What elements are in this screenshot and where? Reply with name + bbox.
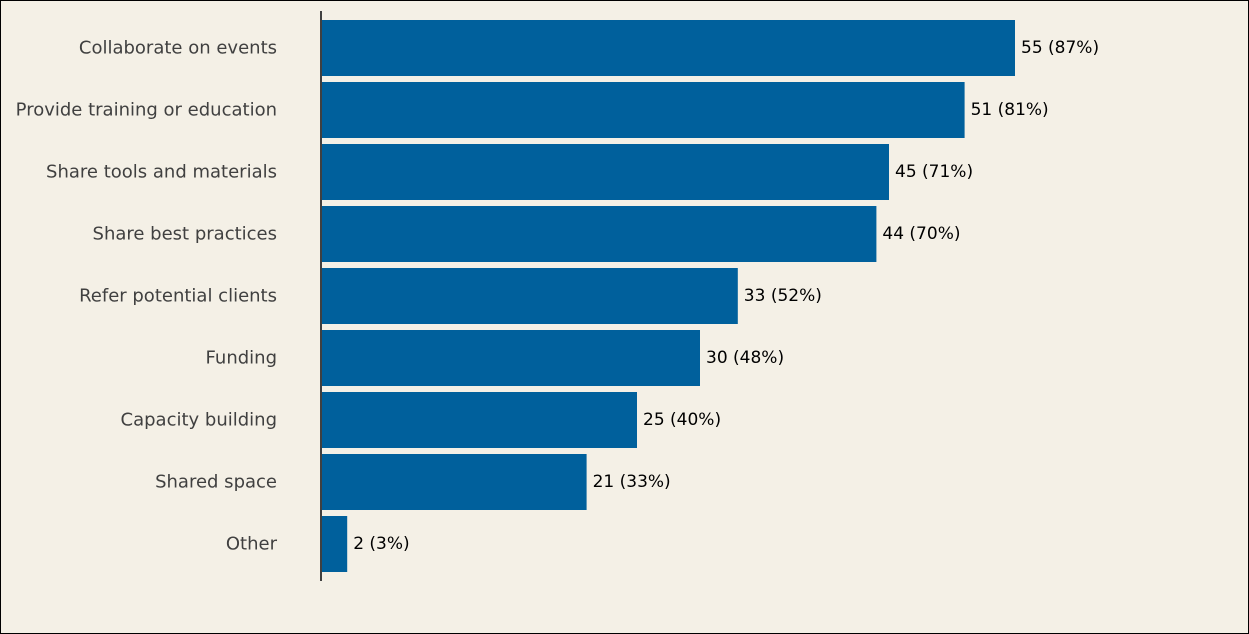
data-label: 45 (71%): [895, 162, 973, 182]
category-label: Other: [226, 534, 278, 555]
bar-4: [322, 268, 738, 324]
bar-5: [322, 330, 700, 386]
data-label: 51 (81%): [971, 100, 1049, 120]
bars-layer: [322, 20, 1015, 572]
bar-6: [322, 392, 637, 448]
bar-1: [322, 82, 965, 138]
category-label: Share best practices: [93, 224, 277, 245]
data-label: 25 (40%): [643, 410, 721, 430]
bar-7: [322, 454, 587, 510]
data-label: 33 (52%): [744, 286, 822, 306]
category-label: Refer potential clients: [79, 286, 277, 307]
value-labels: 55 (87%) 51 (81%) 45 (71%) 44 (70%) 33 (52%)…: [353, 38, 1099, 554]
category-label: Funding: [206, 348, 277, 369]
data-label: 2 (3%): [353, 534, 409, 554]
category-label: Share tools and materials: [46, 162, 277, 183]
bar-8: [322, 516, 348, 572]
category-label: Shared space: [155, 472, 277, 493]
bar-0: [322, 20, 1015, 76]
data-label: 55 (87%): [1021, 38, 1099, 58]
bar-2: [322, 144, 889, 200]
data-label: 44 (70%): [882, 224, 960, 244]
data-label: 30 (48%): [706, 348, 784, 368]
category-label: Capacity building: [121, 410, 277, 431]
category-label: Collaborate on events: [79, 38, 277, 59]
category-label: Provide training or education: [16, 100, 277, 121]
data-label: 21 (33%): [593, 472, 671, 492]
category-labels: Collaborate on events Provide training or…: [16, 38, 278, 555]
bar-3: [322, 206, 877, 262]
